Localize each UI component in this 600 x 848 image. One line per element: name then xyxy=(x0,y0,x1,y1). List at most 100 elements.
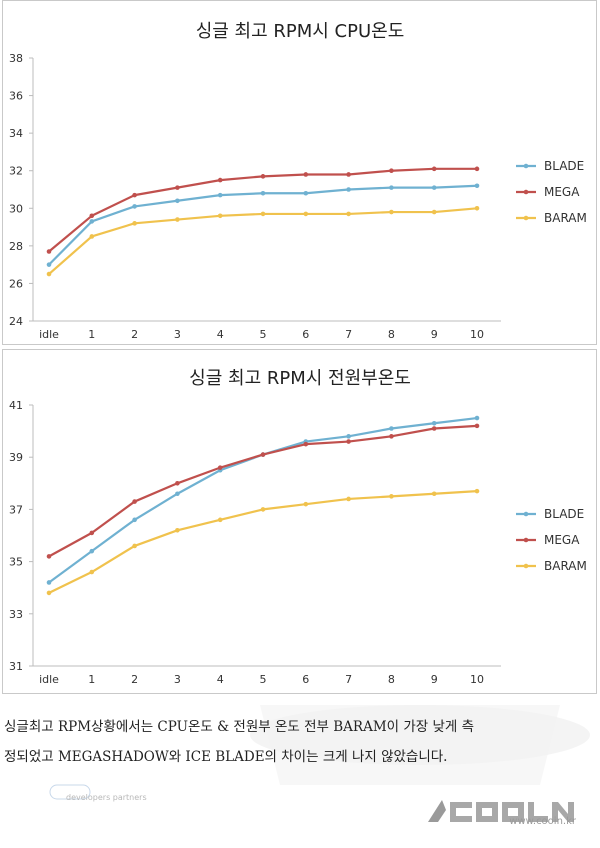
data-point-mega xyxy=(389,168,394,174)
y-tick-label: 28 xyxy=(9,240,23,253)
data-point-baram xyxy=(89,569,95,575)
chart-title: 싱글 최고 RPM시 전원부온도 xyxy=(189,368,411,389)
caption-line-1: 싱글최고 RPM상황에서는 CPU온도 & 전원부 온도 전부 BARAM이 가… xyxy=(4,719,475,735)
data-point-baram xyxy=(431,491,437,497)
legend-swatch-marker xyxy=(523,189,529,195)
series-line-baram xyxy=(48,490,478,594)
data-point-blade xyxy=(260,190,266,196)
data-point-baram xyxy=(474,205,480,211)
data-point-baram xyxy=(132,543,137,549)
legend-label-mega: MEGA xyxy=(544,185,580,199)
data-point-mega xyxy=(132,192,137,198)
x-tick-label: 7 xyxy=(345,673,352,686)
data-point-mega xyxy=(303,441,309,447)
data-point-mega xyxy=(175,185,180,190)
legend-label-mega: MEGA xyxy=(544,533,580,547)
data-point-baram xyxy=(346,496,351,502)
x-tick-label: 3 xyxy=(174,673,181,686)
data-point-mega xyxy=(346,439,351,444)
data-point-mega xyxy=(474,166,480,172)
legend-label-baram: BARAM xyxy=(544,559,587,573)
data-point-mega xyxy=(46,554,52,559)
data-point-baram xyxy=(303,501,309,507)
y-tick-label: 36 xyxy=(9,90,23,103)
data-point-baram xyxy=(389,494,394,499)
partner-text: developers partners xyxy=(66,793,147,802)
legend-swatch-marker xyxy=(523,563,529,569)
series-line-baram xyxy=(48,207,478,275)
data-point-blade xyxy=(389,426,394,431)
data-point-blade xyxy=(303,190,309,196)
data-point-blade xyxy=(132,517,137,523)
series-line-mega xyxy=(48,167,477,253)
data-point-mega xyxy=(431,426,437,431)
x-tick-label: 4 xyxy=(217,673,224,686)
data-point-mega xyxy=(303,172,309,177)
x-tick-label: 9 xyxy=(431,673,438,686)
y-tick-label: 38 xyxy=(9,52,23,65)
caption-line-2: 정되었고 MEGASHADOW와 ICE BLADE의 차이는 크게 나지 않았… xyxy=(4,749,448,765)
x-tick-label: idle xyxy=(39,328,59,341)
x-tick-label: 4 xyxy=(217,328,224,341)
data-point-mega xyxy=(474,423,480,429)
coolnvidia-logo-icon xyxy=(428,800,574,822)
data-point-blade xyxy=(175,198,180,204)
x-tick-label: 6 xyxy=(302,328,309,341)
x-tick-label: 2 xyxy=(131,328,138,341)
data-point-blade xyxy=(431,420,437,426)
data-point-blade xyxy=(46,262,52,267)
data-point-baram xyxy=(46,590,52,596)
caption-text: 싱글최고 RPM상황에서는 CPU온도 & 전원부 온도 전부 BARAM이 가… xyxy=(4,712,598,772)
x-tick-label: 5 xyxy=(260,673,267,686)
x-tick-label: 10 xyxy=(470,328,484,341)
data-point-blade xyxy=(431,185,437,190)
data-point-baram xyxy=(303,211,309,217)
data-point-blade xyxy=(474,415,480,421)
cpu-temperature-chart: 싱글 최고 RPM시 CPU온도 24 26 28 30 32 34 36 38 idle 1 2 3… xyxy=(2,0,597,345)
data-point-blade xyxy=(346,434,351,439)
data-point-mega xyxy=(217,465,223,470)
data-point-blade xyxy=(46,580,52,585)
data-point-baram xyxy=(217,213,223,219)
data-point-baram xyxy=(431,209,437,215)
data-point-mega xyxy=(260,452,266,457)
y-tick-label: 32 xyxy=(9,165,23,178)
y-tick-label: 37 xyxy=(9,503,23,516)
x-tick-label: 1 xyxy=(88,673,95,686)
legend-swatch-marker xyxy=(523,511,529,517)
legend-label-baram: BARAM xyxy=(544,211,587,225)
data-point-baram xyxy=(175,217,180,222)
data-point-baram xyxy=(217,517,223,523)
data-point-blade xyxy=(346,187,351,192)
x-tick-label: 6 xyxy=(302,673,309,686)
data-point-baram xyxy=(132,221,137,226)
data-point-blade xyxy=(217,192,223,198)
data-point-mega xyxy=(346,172,351,177)
chart-title: 싱글 최고 RPM시 CPU온도 xyxy=(196,21,405,42)
legend-swatch-marker xyxy=(523,163,529,169)
brand-url: www.cooin.kr xyxy=(509,816,576,827)
y-tick-label: 41 xyxy=(9,399,23,412)
data-point-mega xyxy=(46,249,52,254)
x-tick-label: 9 xyxy=(431,328,438,341)
x-tick-label: 8 xyxy=(388,328,395,341)
data-point-mega xyxy=(175,481,180,486)
legend-swatch-marker xyxy=(523,537,529,543)
y-tick-label: 31 xyxy=(9,660,23,673)
x-tick-label: idle xyxy=(39,673,59,686)
data-point-blade xyxy=(132,204,137,209)
data-point-baram xyxy=(175,527,180,533)
data-point-mega xyxy=(89,530,95,536)
data-point-mega xyxy=(389,434,394,439)
y-tick-label: 34 xyxy=(9,127,23,140)
x-tick-label: 2 xyxy=(131,673,138,686)
y-tick-label: 39 xyxy=(9,451,23,464)
data-point-baram xyxy=(89,234,95,239)
y-tick-label: 24 xyxy=(9,315,23,328)
data-point-blade xyxy=(389,185,394,190)
y-tick-label: 26 xyxy=(9,277,23,290)
x-tick-label: 8 xyxy=(388,673,395,686)
data-point-mega xyxy=(217,177,223,183)
data-point-blade xyxy=(175,491,180,497)
